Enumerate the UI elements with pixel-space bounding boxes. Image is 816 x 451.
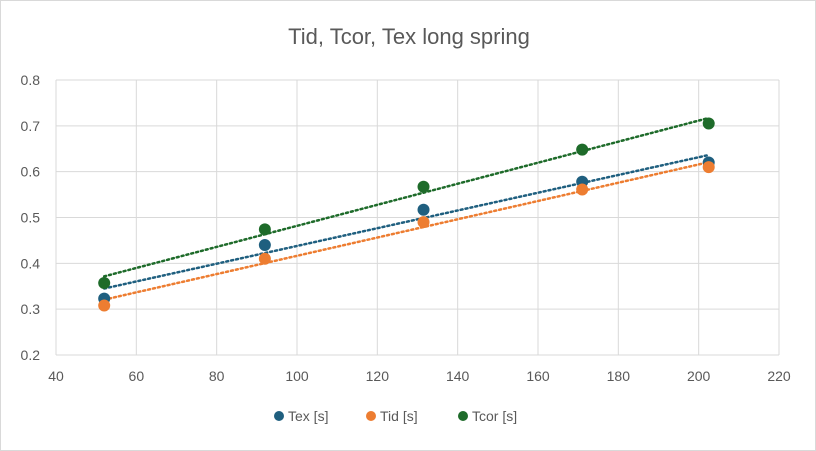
y-tick-label: 0.4 [21,255,41,271]
x-tick-label: 180 [607,368,631,384]
x-tick-label: 200 [687,368,711,384]
x-tick-label: 80 [209,368,225,384]
legend: Tex [s] Tid [s] Tcor [s] [274,408,517,424]
y-tick-label: 0.2 [21,347,41,363]
x-tick-label: 120 [366,368,390,384]
legend-label: Tex [s] [288,408,328,424]
trendline-series-2 [102,116,710,278]
data-point-series-1 [258,252,271,265]
x-tick-label: 60 [129,368,145,384]
data-point-series-1 [576,183,589,196]
data-point-series-0 [417,203,430,216]
x-tick-label: 140 [446,368,470,384]
data-point-series-2 [417,180,430,193]
data-point-series-0 [258,239,271,251]
trendline-series-1 [102,160,710,301]
x-tick-label: 220 [767,368,791,384]
y-tick-label: 0.8 [21,72,41,88]
legend-label: Tid [s] [380,408,418,424]
x-tick-label: 40 [48,368,64,384]
data-points [98,117,715,312]
legend-marker [458,411,468,421]
chart-title: Tid, Tcor, Tex long spring [288,24,530,49]
legend-marker [366,411,376,421]
data-point-series-1 [98,299,111,312]
y-tick-label: 0.6 [21,164,41,180]
trendlines [102,116,710,301]
data-point-series-1 [417,216,430,229]
trendline-series-0 [102,153,710,290]
x-tick-label: 100 [285,368,309,384]
x-tick-label: 160 [526,368,550,384]
y-tick-label: 0.5 [21,210,41,226]
y-tick-label: 0.3 [21,301,41,317]
data-point-series-2 [576,143,589,156]
data-point-series-2 [258,223,271,236]
y-axis-tick-labels: 0.2 0.3 0.4 0.5 0.6 0.7 0.8 [21,72,41,363]
gridlines [55,79,780,356]
legend-marker [274,411,284,421]
data-point-series-2 [702,117,715,130]
y-tick-label: 0.7 [21,118,41,134]
legend-label: Tcor [s] [472,408,517,424]
data-point-series-1 [702,161,715,174]
x-axis-tick-labels: 40 60 80 100 120 140 160 180 200 220 [48,368,791,384]
data-point-series-2 [98,277,111,290]
